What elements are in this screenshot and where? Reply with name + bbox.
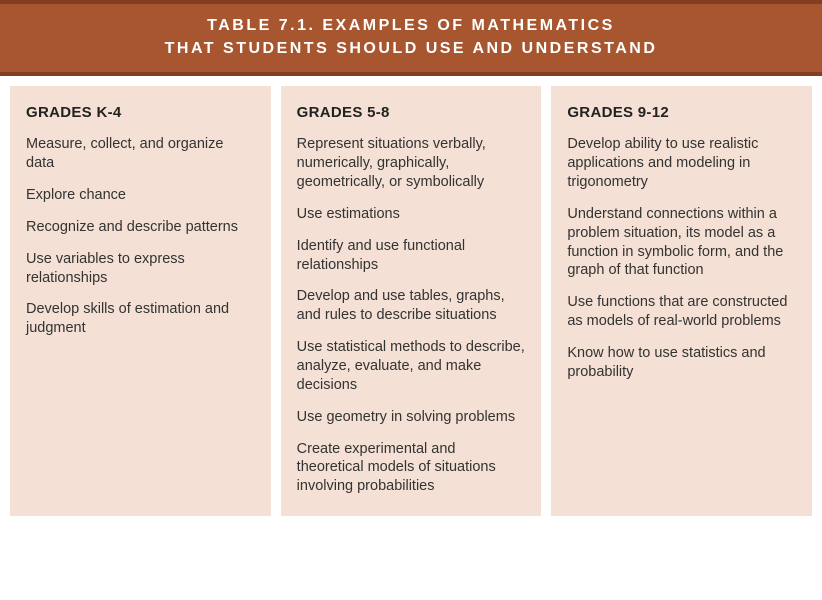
list-item: Understand connections within a problem … [567, 205, 796, 280]
list-item: Use variables to express relationships [26, 250, 255, 288]
table-header: TABLE 7.1. EXAMPLES OF MATHEMATICS THAT … [0, 0, 822, 76]
header-line2: THAT STUDENTS SHOULD USE AND UNDERSTAND [20, 37, 802, 60]
list-item: Measure, collect, and organize data [26, 135, 255, 173]
list-item: Represent situations verbally, numerical… [297, 135, 526, 192]
column-9-12: GRADES 9-12 Develop ability to use reali… [551, 86, 812, 516]
list-item: Use estimations [297, 205, 526, 224]
column-title: GRADES K-4 [26, 104, 255, 121]
list-item: Know how to use statistics and probabili… [567, 344, 796, 382]
column-k4: GRADES K-4 Measure, collect, and organiz… [10, 86, 271, 516]
list-item: Use statistical methods to describe, ana… [297, 338, 526, 395]
columns-container: GRADES K-4 Measure, collect, and organiz… [0, 76, 822, 526]
column-5-8: GRADES 5-8 Represent situations verbally… [281, 86, 542, 516]
list-item: Develop and use tables, graphs, and rule… [297, 287, 526, 325]
list-item: Use geometry in solving problems [297, 408, 526, 427]
list-item: Develop ability to use realistic applica… [567, 135, 796, 192]
column-title: GRADES 5-8 [297, 104, 526, 121]
list-item: Use functions that are constructed as mo… [567, 293, 796, 331]
list-item: Recognize and describe patterns [26, 218, 255, 237]
list-item: Develop skills of estimation and judgmen… [26, 300, 255, 338]
header-line1: TABLE 7.1. EXAMPLES OF MATHEMATICS [20, 14, 802, 37]
list-item: Create experimental and theoretical mode… [297, 440, 526, 497]
column-title: GRADES 9-12 [567, 104, 796, 121]
list-item: Identify and use functional relationship… [297, 237, 526, 275]
list-item: Explore chance [26, 186, 255, 205]
